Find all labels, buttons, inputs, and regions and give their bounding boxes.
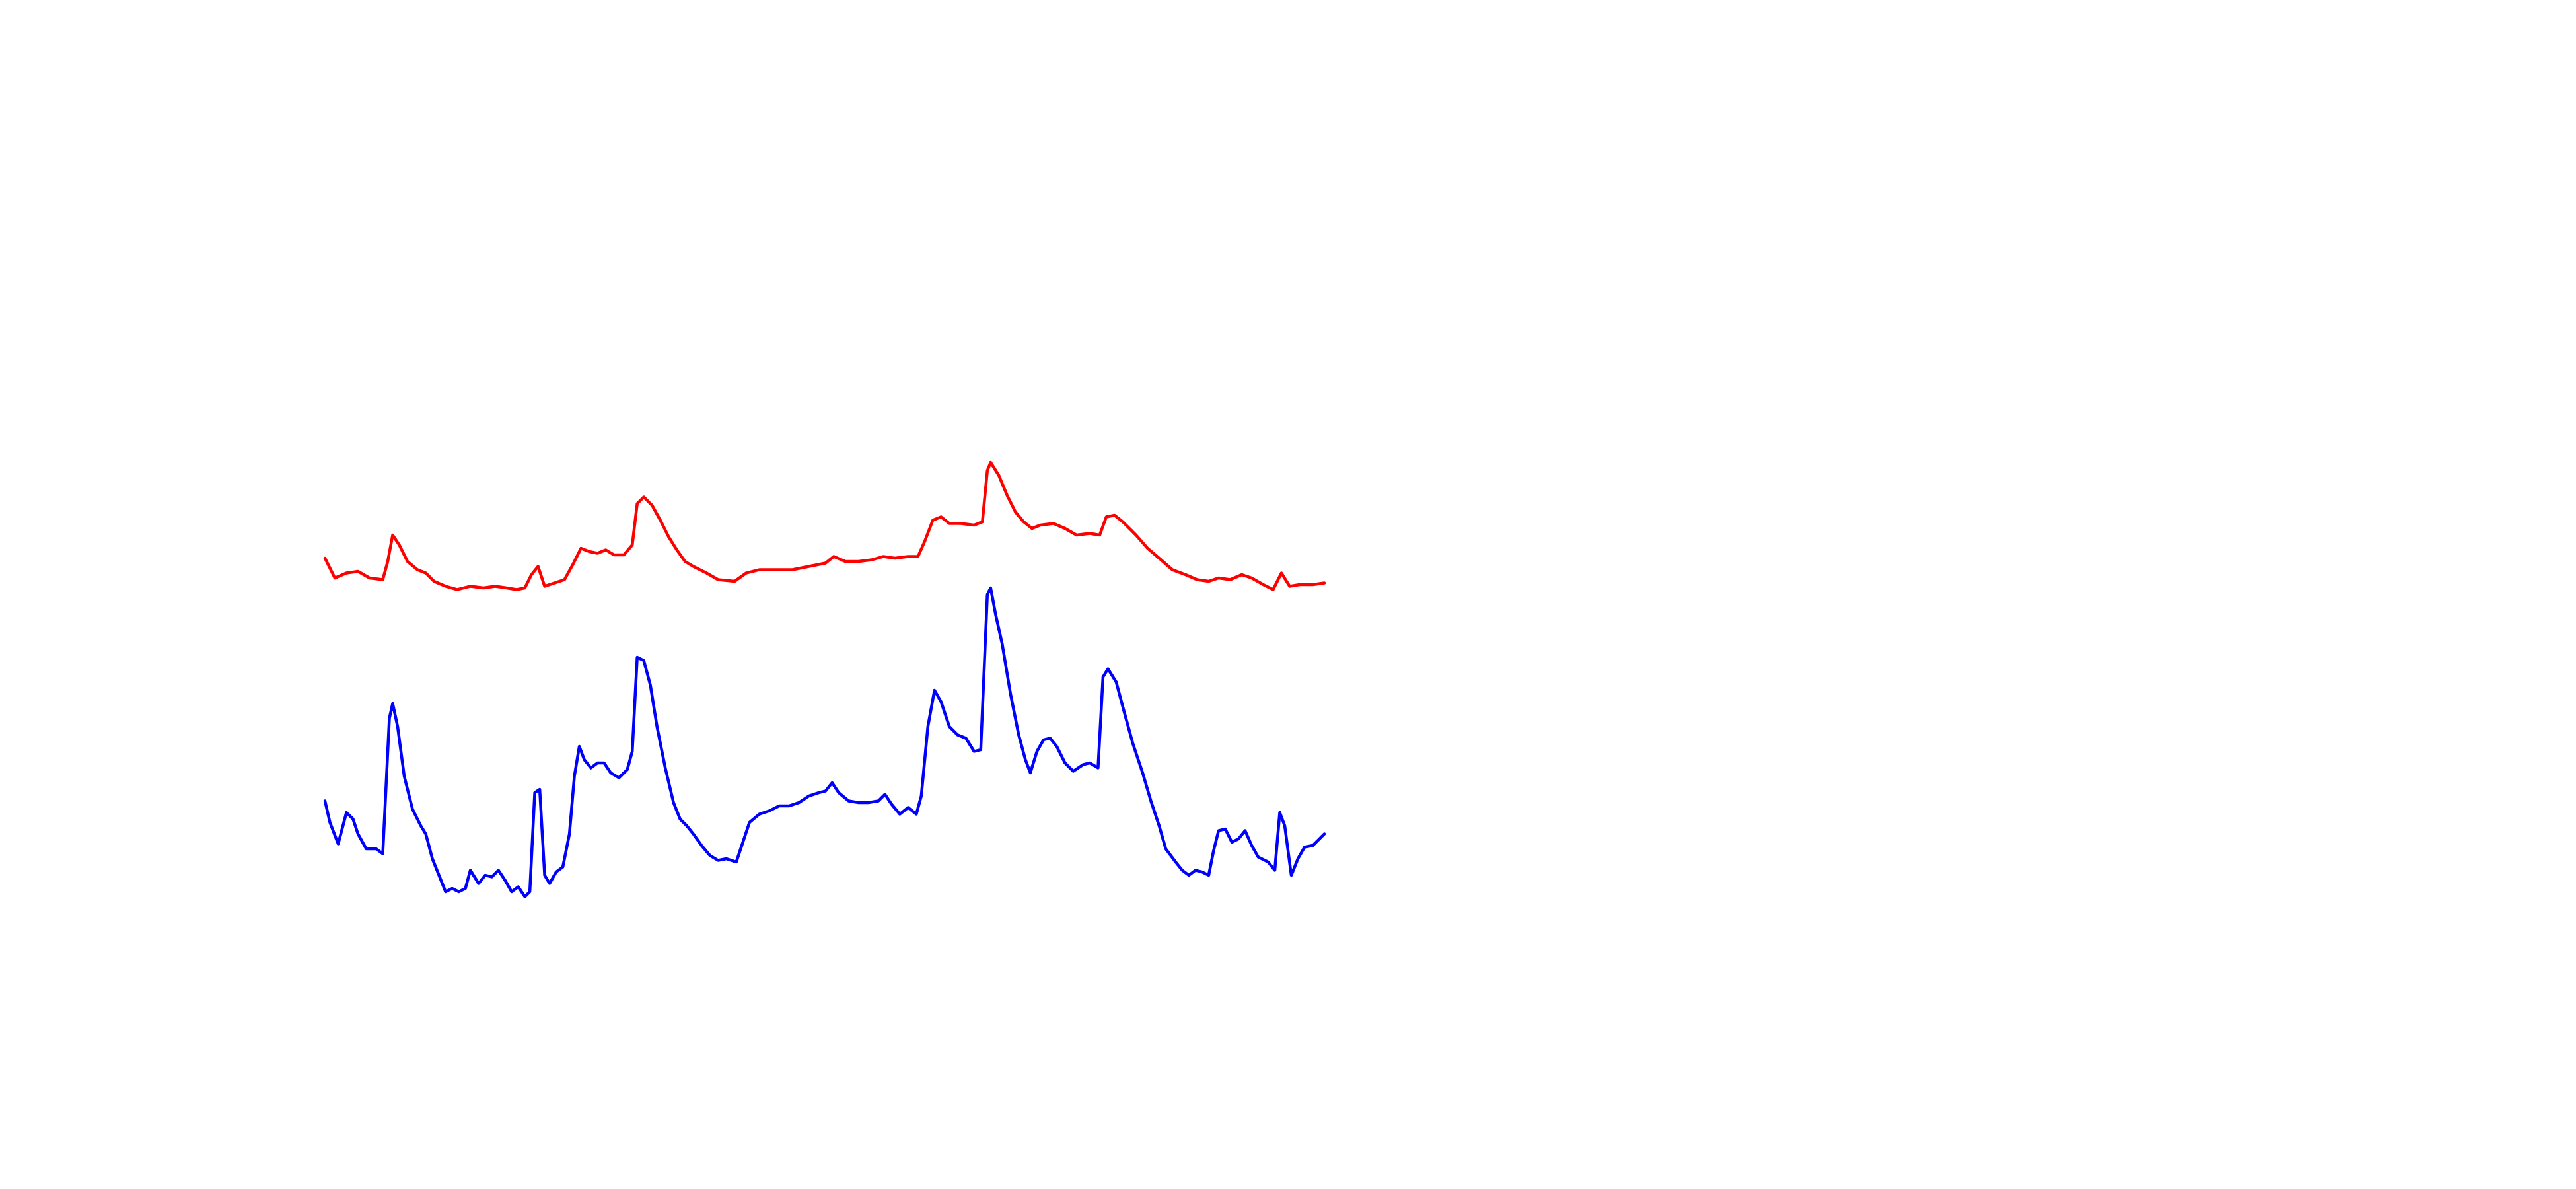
line-series	[323, 460, 1326, 591]
line-series	[323, 586, 1326, 898]
